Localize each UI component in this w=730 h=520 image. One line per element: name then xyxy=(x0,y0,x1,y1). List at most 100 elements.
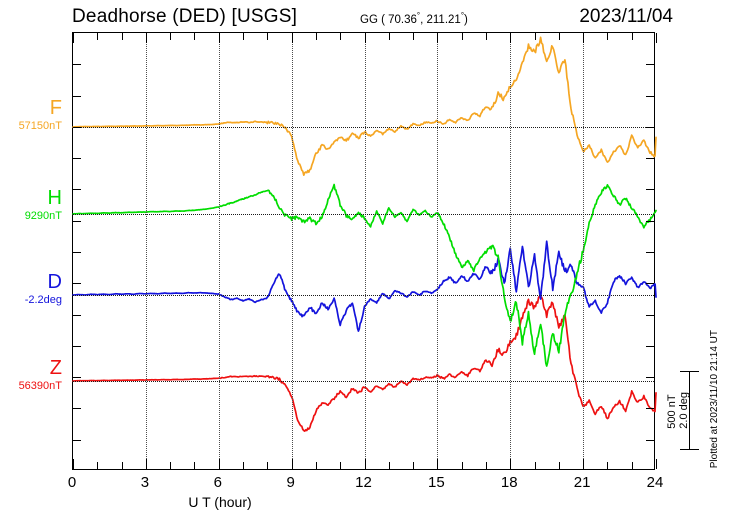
x-axis-tick xyxy=(364,459,366,469)
component-baseline-value: 57150nT xyxy=(18,120,62,132)
x-axis-tick xyxy=(461,462,463,469)
y-axis-tick xyxy=(646,377,654,379)
x-axis-tick xyxy=(583,459,585,469)
y-axis-tick xyxy=(73,345,81,347)
y-axis-tick xyxy=(646,283,654,285)
x-axis-tick xyxy=(340,462,342,469)
x-axis-tick xyxy=(170,462,172,469)
plotted-timestamp: Plotted at 2023/11/10 21:14 UT xyxy=(709,330,720,469)
y-axis-tick xyxy=(73,283,81,285)
y-axis-tick xyxy=(73,158,81,160)
degree-icon: ° xyxy=(416,11,421,20)
x-axis-tick xyxy=(656,33,657,43)
x-axis-tick xyxy=(485,33,487,40)
x-axis-tick xyxy=(534,462,536,469)
x-axis-tick xyxy=(413,462,415,469)
y-axis-tick xyxy=(646,158,654,160)
component-baseline-value: 56390nT xyxy=(18,380,62,392)
y-axis-tick xyxy=(73,439,81,441)
x-axis-tick xyxy=(267,33,269,40)
x-axis-tick xyxy=(485,462,487,469)
x-axis-tick xyxy=(194,462,196,469)
x-tick-label: 18 xyxy=(500,474,518,491)
x-axis-tick xyxy=(631,33,633,40)
y-axis-tick xyxy=(646,189,654,191)
baseline-d xyxy=(73,295,654,296)
x-axis-tick xyxy=(145,33,147,43)
scale-bar-line xyxy=(689,371,690,449)
y-axis-tick xyxy=(646,220,654,222)
y-axis-tick xyxy=(73,377,81,379)
x-axis-tick xyxy=(437,33,439,43)
component-label-z: Z 56390nT xyxy=(0,358,62,392)
x-axis-tick xyxy=(243,462,245,469)
x-axis-tick xyxy=(534,33,536,40)
y-axis-tick xyxy=(646,64,654,66)
y-axis-tick xyxy=(73,64,81,66)
x-axis-tick xyxy=(218,459,220,469)
baseline-h xyxy=(73,214,654,215)
y-axis-tick xyxy=(73,126,81,128)
grid-line-hour-15 xyxy=(437,33,439,469)
component-baseline-value: -2.2deg xyxy=(24,294,62,306)
geographic-coordinates: GG ( 70.36°, 211.21°) xyxy=(360,11,468,26)
x-axis-tick xyxy=(583,33,585,43)
x-axis-tick xyxy=(413,33,415,40)
x-axis-tick xyxy=(388,462,390,469)
x-axis-tick xyxy=(218,33,220,43)
magnetogram-plot-area xyxy=(72,32,657,470)
x-axis-tick xyxy=(558,462,560,469)
x-axis-tick xyxy=(194,33,196,40)
y-axis-tick xyxy=(646,252,654,253)
grid-line-hour-21 xyxy=(583,33,585,469)
x-axis-title: U T (hour) xyxy=(188,494,252,510)
y-axis-tick xyxy=(646,439,654,441)
x-tick-label: 9 xyxy=(286,474,295,491)
x-axis-tick xyxy=(558,33,560,40)
x-axis-tick xyxy=(388,33,390,40)
x-axis-tick xyxy=(243,33,245,40)
x-axis-tick xyxy=(364,33,366,43)
observation-date: 2023/11/04 xyxy=(579,6,673,27)
x-axis-title-wrap: U T (hour) xyxy=(0,494,730,510)
x-axis-tick xyxy=(73,459,74,469)
y-axis-tick xyxy=(646,408,654,410)
chart-header: Deadhorse (DED) [USGS] GG ( 70.36°, 211.… xyxy=(0,0,730,32)
x-axis-tick xyxy=(607,33,609,40)
y-axis-tick xyxy=(73,189,81,191)
x-axis-tick xyxy=(73,33,74,43)
scale-deg-label: 2.0 deg xyxy=(678,392,690,429)
grid-line-hour-12 xyxy=(364,33,366,469)
x-axis-tick xyxy=(461,33,463,40)
y-axis-tick xyxy=(646,314,654,316)
component-symbol: Z xyxy=(49,357,62,379)
y-axis-tick xyxy=(646,126,654,128)
coords-close-paren: ) xyxy=(464,13,468,26)
x-tick-label: 21 xyxy=(573,474,591,491)
y-axis-tick xyxy=(73,408,81,410)
y-axis-tick xyxy=(73,252,81,253)
x-axis-tick xyxy=(145,459,147,469)
component-symbol: F xyxy=(49,97,62,119)
component-label-h: H 9290nT xyxy=(0,188,62,222)
baseline-f xyxy=(73,127,654,128)
y-axis-tick xyxy=(646,95,654,97)
grid-line-hour-3 xyxy=(145,33,147,469)
x-tick-label: 24 xyxy=(646,474,664,491)
x-axis-tick xyxy=(340,33,342,40)
x-tick-label: 12 xyxy=(355,474,372,491)
x-axis-tick xyxy=(315,462,317,469)
x-axis-tick xyxy=(291,459,293,469)
x-axis-tick xyxy=(315,33,317,40)
scale-bar-label: 500 nT 2.0 deg xyxy=(666,392,690,429)
y-axis-tick xyxy=(73,95,81,97)
x-axis-tick xyxy=(170,33,172,40)
x-axis-tick xyxy=(437,459,439,469)
x-axis-tick xyxy=(97,462,99,469)
x-axis-tick-labels: 0 3 6 9 12 15 18 21 24 xyxy=(0,474,730,494)
grid-line-hour-9 xyxy=(291,33,293,469)
x-axis-tick xyxy=(291,33,293,43)
x-axis-tick xyxy=(510,459,512,469)
x-tick-label: 15 xyxy=(428,474,445,491)
grid-line-hour-6 xyxy=(218,33,220,469)
